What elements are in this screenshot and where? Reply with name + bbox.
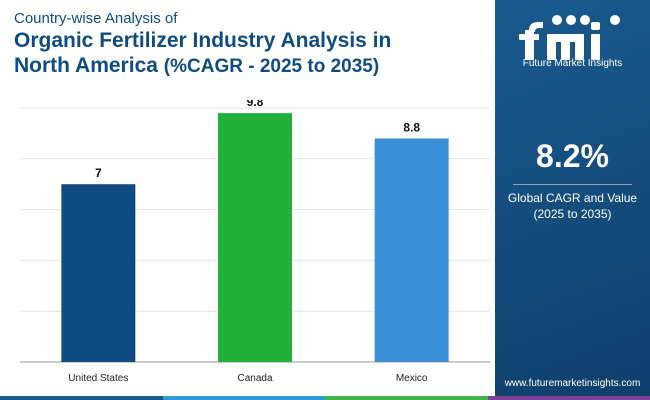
bar-chart: 7 United States 9.8 Canada 8.8 Mexico [20, 100, 490, 384]
x-tick-label: United States [68, 373, 128, 384]
bar-mexico [374, 138, 449, 362]
bar-united-states [61, 184, 136, 362]
chart-title-line2: North America [14, 54, 158, 77]
title-block: Country-wise Analysis of Organic Fertili… [14, 10, 484, 79]
cagr-label-line1: Global CAGR and Value [507, 191, 638, 205]
logo-text: Future Market Insights [522, 58, 623, 69]
strip-segment-4 [487, 396, 650, 400]
cagr-label-line2: (2025 to 2035) [533, 207, 612, 221]
bottom-color-strip [0, 396, 650, 400]
bar-value-label: 8.8 [403, 120, 420, 134]
website-link[interactable]: www.futuremarketinsights.com [504, 378, 641, 389]
divider [513, 184, 632, 185]
chart-subtitle: Country-wise Analysis of [14, 10, 178, 27]
bar-value-label: 7 [95, 166, 102, 180]
bar-value-label: 9.8 [247, 100, 264, 109]
sidebar-panel: Future Market Insights 8.2% Global CAGR … [495, 0, 650, 400]
strip-segment-1 [0, 396, 163, 400]
fmi-logo [519, 15, 620, 60]
global-cagr-value: 8.2% [536, 138, 609, 174]
chart-title-line1: Organic Fertilizer Industry Analysis in [14, 29, 392, 52]
chart-title: Organic Fertilizer Industry Analysis in … [14, 28, 484, 79]
x-tick-label: Canada [237, 373, 272, 384]
global-cagr-label: Global CAGR and Value (2025 to 2035) [495, 190, 650, 222]
x-tick-label: Mexico [396, 373, 428, 384]
strip-segment-2 [162, 396, 325, 400]
strip-segment-3 [325, 396, 488, 400]
chart-title-cagr: (%CAGR - 2025 to 2035) [163, 56, 380, 77]
bar-canada [218, 113, 292, 362]
